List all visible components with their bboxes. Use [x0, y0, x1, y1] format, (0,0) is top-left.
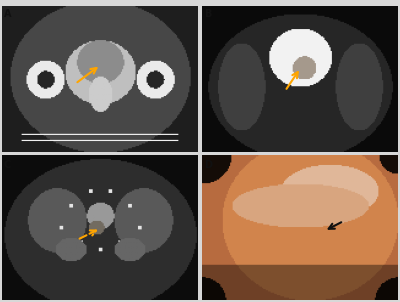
- Text: B: B: [204, 9, 211, 19]
- Text: D: D: [204, 160, 212, 170]
- Text: A: A: [4, 9, 12, 19]
- Text: C: C: [4, 160, 11, 170]
